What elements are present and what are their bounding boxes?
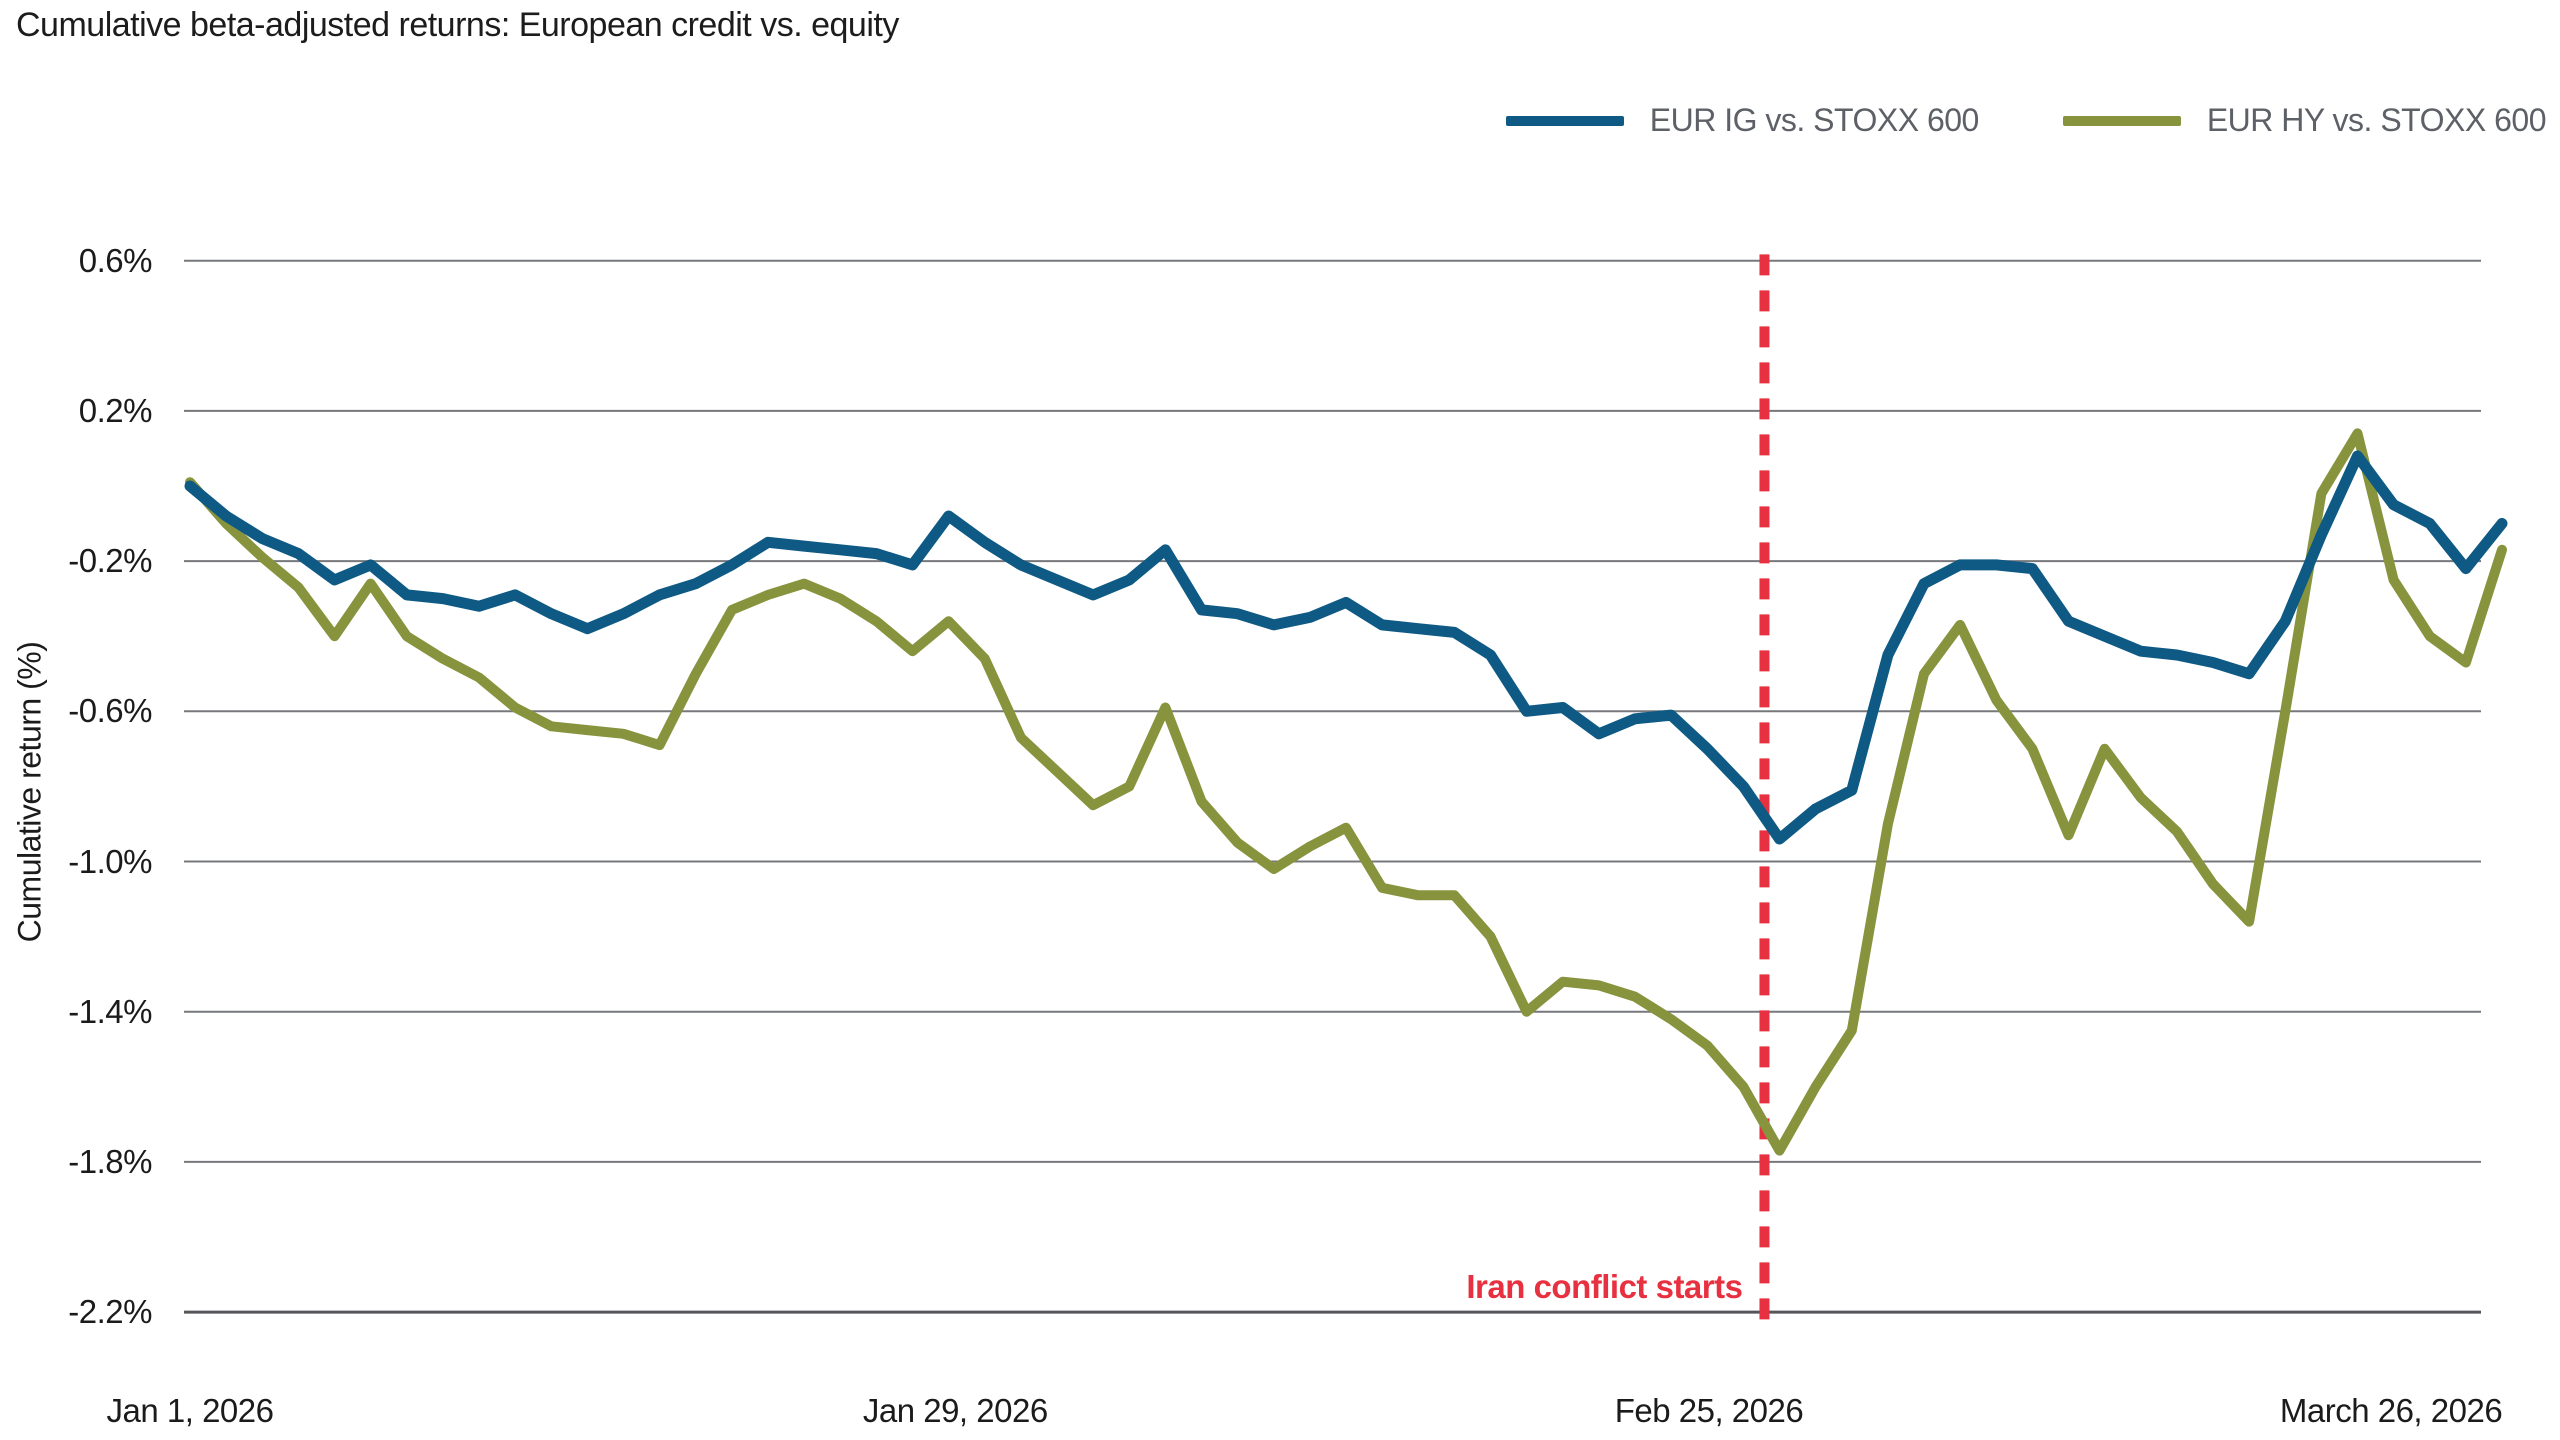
y-tick-label: -1.0% — [68, 842, 152, 880]
y-tick-label: 0.6% — [78, 241, 153, 279]
series-line-eur-hy — [185, 428, 2507, 1156]
series-line-eur-ig — [184, 450, 2508, 845]
legend-label-eur-ig: EUR IG vs. STOXX 600 — [1649, 102, 1980, 138]
y-axis-title: Cumulative return (%) — [11, 641, 48, 943]
annotation-iran-conflict: Iran conflict starts — [1466, 1268, 1743, 1305]
x-tick-label: Jan 29, 2026 — [862, 1392, 1048, 1429]
legend-label-eur-hy: EUR HY vs. STOXX 600 — [2206, 102, 2547, 138]
legend-item-eur-ig: EUR IG vs. STOXX 600 — [1505, 102, 1980, 139]
y-tick-label: -1.4% — [68, 992, 152, 1030]
x-tick-label: Feb 25, 2026 — [1614, 1392, 1804, 1429]
eur-hy-line-swatch — [2062, 115, 2181, 126]
legend-item-eur-hy: EUR HY vs. STOXX 600 — [2062, 102, 2547, 139]
eur-ig-line-swatch — [1505, 115, 1624, 126]
legend: EUR IG vs. STOXX 600 EUR HY vs. STOXX 60… — [1505, 102, 2547, 139]
y-tick-label: 0.2% — [78, 391, 153, 429]
y-tick-label: -0.6% — [68, 692, 152, 730]
y-tick-label: -1.8% — [68, 1142, 152, 1180]
x-tick-label: March 26, 2026 — [2279, 1392, 2503, 1429]
x-tick-label: Jan 1, 2026 — [106, 1392, 274, 1429]
y-tick-label: -0.2% — [68, 542, 152, 580]
y-tick-label: -2.2% — [68, 1293, 152, 1331]
chart-title: Cumulative beta-adjusted returns: Europe… — [16, 6, 899, 44]
